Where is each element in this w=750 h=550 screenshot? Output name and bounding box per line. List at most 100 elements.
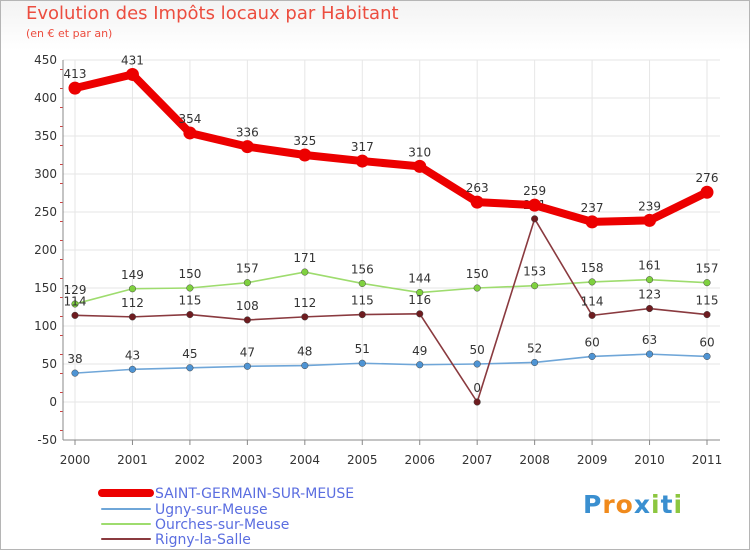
data-point [588, 352, 596, 360]
data-label: 161 [638, 259, 661, 273]
data-point [301, 361, 309, 370]
data-point [355, 154, 369, 168]
x-tick-label: 2000 [60, 453, 91, 467]
data-point [473, 360, 481, 368]
data-label: 63 [642, 333, 657, 347]
y-tick-label: 400 [34, 91, 57, 105]
data-point [703, 352, 711, 360]
data-point [700, 185, 714, 199]
data-point [416, 289, 424, 297]
data-point [240, 140, 254, 154]
data-label: 43 [125, 348, 140, 362]
data-label: 158 [581, 261, 604, 275]
x-tick-label: 2001 [117, 453, 148, 467]
data-label: 237 [581, 201, 604, 215]
data-label: 354 [178, 112, 201, 126]
data-label: 49 [412, 344, 427, 358]
data-point [358, 311, 366, 319]
data-label: 413 [64, 67, 87, 81]
y-tick-label: 350 [34, 129, 57, 143]
data-label: 317 [351, 140, 374, 154]
legend-label: Ourches-sur-Meuse [155, 517, 289, 533]
data-label: 263 [466, 181, 489, 195]
data-point [473, 398, 481, 406]
data-point [71, 369, 79, 377]
data-point [243, 279, 251, 287]
x-tick-label: 2003 [232, 453, 263, 467]
logo-letter: t [660, 490, 674, 519]
data-label: 116 [408, 293, 431, 307]
data-point [643, 213, 657, 227]
data-label: 149 [121, 268, 144, 282]
y-tick-label: 450 [34, 53, 57, 67]
data-label: 157 [696, 262, 719, 276]
logo-letter: x [633, 490, 651, 519]
data-label: 48 [297, 345, 312, 359]
data-label: 156 [351, 262, 374, 276]
data-point [473, 284, 481, 292]
data-label: 123 [638, 288, 661, 302]
data-point [71, 300, 79, 308]
data-label: 0 [473, 381, 481, 395]
x-tick-label: 2006 [404, 453, 435, 467]
data-label: 153 [523, 265, 546, 279]
data-point [416, 310, 424, 318]
data-label: 276 [696, 171, 719, 185]
logo-letter: i [651, 490, 661, 519]
data-point [588, 278, 596, 286]
data-label: 157 [236, 262, 259, 276]
logo-letter: i [673, 490, 684, 519]
data-point [68, 81, 82, 95]
data-label: 112 [293, 296, 316, 310]
data-label: 150 [466, 267, 489, 281]
data-point [186, 311, 194, 319]
series-line [74, 218, 708, 403]
y-tick-label: 0 [49, 395, 57, 409]
data-label: 60 [699, 335, 714, 349]
data-label: 115 [178, 294, 201, 308]
data-point [71, 311, 79, 319]
logo-letter: o [615, 490, 634, 519]
x-tick-label: 2008 [519, 453, 550, 467]
data-point [298, 148, 312, 162]
data-label: 50 [470, 343, 485, 357]
data-label: 259 [523, 184, 546, 198]
data-point [531, 358, 539, 367]
y-tick-label: 250 [34, 205, 57, 219]
x-tick-label: 2002 [175, 453, 206, 467]
y-tick-label: 100 [34, 319, 57, 333]
data-label: 336 [236, 126, 259, 140]
y-tick-label: 300 [34, 167, 57, 181]
data-label: 52 [527, 341, 542, 355]
data-point [585, 215, 599, 229]
data-label: 325 [293, 134, 316, 148]
x-tick-label: 2004 [290, 453, 321, 467]
series-line [71, 70, 711, 226]
y-tick-label: -50 [37, 433, 57, 447]
data-label: 38 [67, 352, 82, 366]
data-point [243, 316, 251, 324]
data-point [358, 359, 366, 367]
data-point [358, 279, 366, 287]
y-tick-label: 50 [42, 357, 57, 371]
chart-title: Evolution des Impôts locaux par Habitant [26, 3, 399, 24]
data-label: 108 [236, 299, 259, 313]
data-point [128, 313, 137, 321]
data-label: 60 [584, 335, 599, 349]
data-point [531, 282, 539, 290]
legend-label: Rigny-la-Salle [155, 532, 251, 548]
data-point [703, 311, 711, 319]
x-tick-label: 2011 [692, 453, 723, 467]
data-point [301, 268, 309, 276]
data-label: 114 [64, 294, 87, 308]
data-point [645, 276, 654, 284]
data-point [703, 279, 711, 287]
data-point [183, 126, 197, 140]
data-point [186, 364, 194, 372]
data-label: 431 [121, 53, 144, 67]
data-label: 114 [581, 294, 604, 308]
data-label: 150 [178, 267, 201, 281]
data-point [531, 215, 539, 223]
data-point [470, 195, 484, 209]
